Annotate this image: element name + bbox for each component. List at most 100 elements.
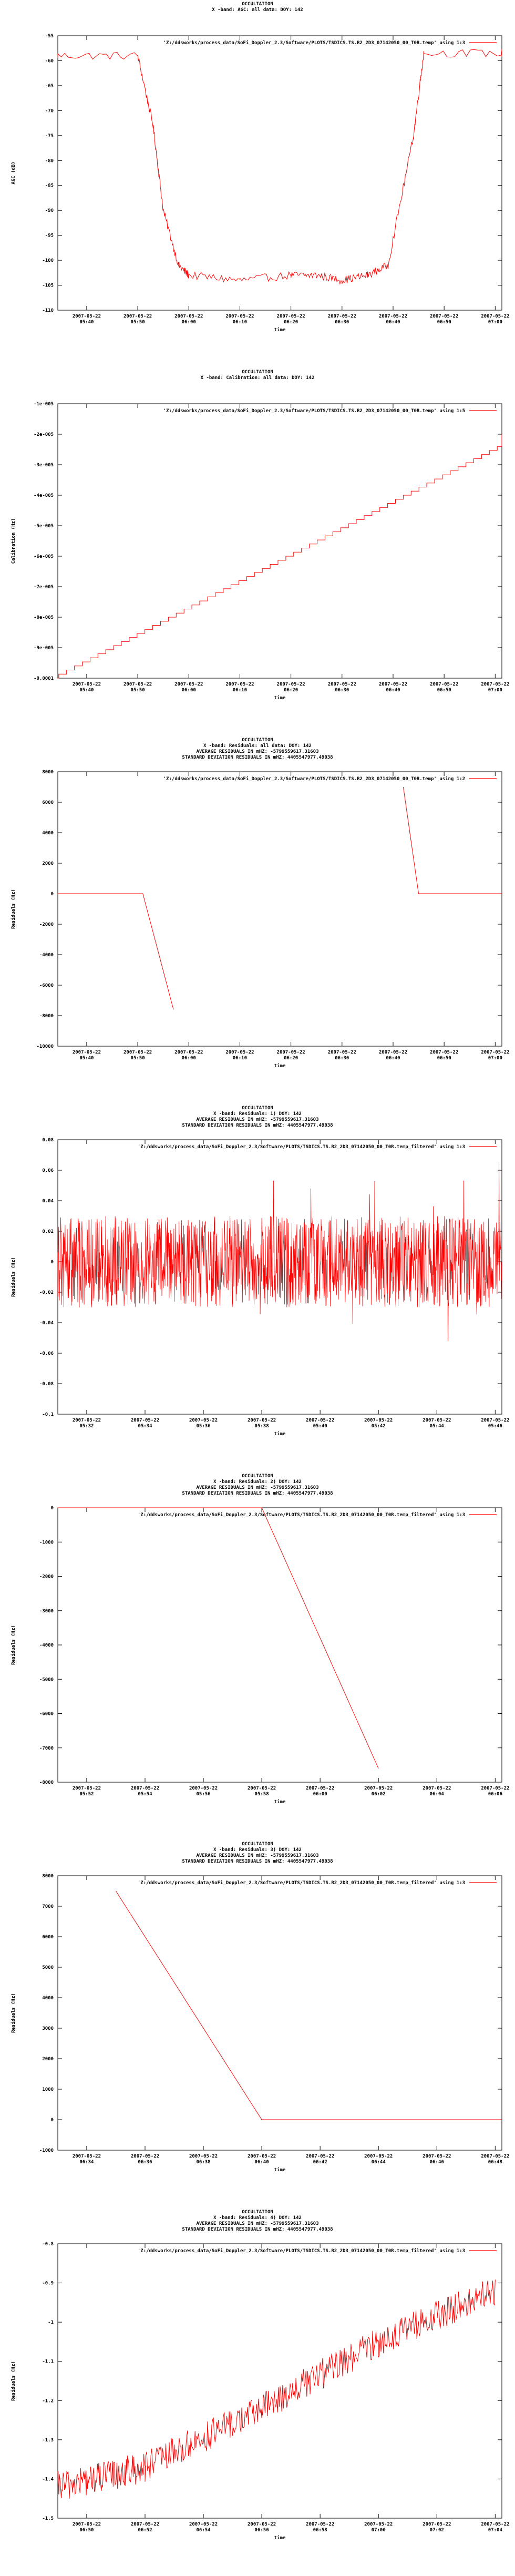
x-tick-label-date: 2007-05-22 xyxy=(423,2154,451,2159)
x-tick-label-time: 05:34 xyxy=(138,1424,152,1429)
x-tick-label-date: 2007-05-22 xyxy=(225,1050,254,1055)
y-axis-label: Calibration (Hz) xyxy=(11,518,16,564)
x-tick-label-date: 2007-05-22 xyxy=(328,682,356,687)
x-tick-label-time: 05:36 xyxy=(196,1424,210,1429)
chart-title-line: STANDARD DEVIATION RESIDUALS IN mHZ: 440… xyxy=(182,1123,333,1128)
y-tick-label: -70 xyxy=(45,108,54,114)
x-tick-label-date: 2007-05-22 xyxy=(123,682,152,687)
chart-title-line: AVERAGE RESIDUALS IN mHZ: -5799559617.31… xyxy=(197,1117,319,1122)
x-tick-label-time: 05:40 xyxy=(313,1424,327,1429)
x-tick-label-time: 06:40 xyxy=(386,688,400,693)
x-tick-label-date: 2007-05-22 xyxy=(379,682,407,687)
series-line xyxy=(57,49,502,285)
y-tick-label: 7000 xyxy=(42,1904,54,1909)
x-tick-label-date: 2007-05-22 xyxy=(189,1786,218,1791)
x-axis-label: time xyxy=(274,1063,286,1069)
x-tick-label-date: 2007-05-22 xyxy=(73,1050,101,1055)
x-tick-label-date: 2007-05-22 xyxy=(277,314,305,319)
chart-title-line: OCCULTATION xyxy=(242,2,273,7)
x-tick-label-date: 2007-05-22 xyxy=(131,2154,159,2159)
x-tick-label-date: 2007-05-22 xyxy=(131,1418,159,1423)
x-tick-label-time: 06:20 xyxy=(284,688,298,693)
x-tick-label-date: 2007-05-22 xyxy=(248,1786,276,1791)
x-tick-label-date: 2007-05-22 xyxy=(364,1786,393,1791)
x-tick-label-time: 05:50 xyxy=(131,320,145,325)
y-tick-label: 3000 xyxy=(42,2026,54,2031)
x-tick-label-date: 2007-05-22 xyxy=(174,1050,203,1055)
chart-title-line: AVERAGE RESIDUALS IN mHZ: -5799559617.31… xyxy=(197,1485,319,1490)
y-tick-label: 0 xyxy=(51,1506,54,1511)
series-segment-line xyxy=(58,893,174,1010)
chart-panel-residuals-all: OCCULTATION X -band: Residuals: all data:… xyxy=(0,736,515,1104)
x-tick-label-date: 2007-05-22 xyxy=(248,2154,276,2159)
y-tick-label: -0.0001 xyxy=(34,676,54,681)
plot-frame xyxy=(57,403,502,679)
x-tick-label-date: 2007-05-22 xyxy=(73,1418,101,1423)
x-tick-label-time: 05:32 xyxy=(79,1424,94,1429)
x-tick-label-date: 2007-05-22 xyxy=(131,2522,159,2527)
y-tick-label: -1.3 xyxy=(42,2438,54,2443)
x-tick-label-date: 2007-05-22 xyxy=(364,1418,393,1423)
y-tick-label: -7000 xyxy=(39,1746,54,1751)
chart-title-line: X -band: Residuals: 4) DOY: 142 xyxy=(213,2215,302,2221)
x-tick-label-time: 06:30 xyxy=(335,1056,349,1061)
x-tick-label-date: 2007-05-22 xyxy=(423,1418,451,1423)
y-tick-label: -2000 xyxy=(39,1575,54,1580)
y-axis-label: AGC (dB) xyxy=(11,161,16,184)
x-tick-label-time: 06:00 xyxy=(182,320,196,325)
x-tick-label-time: 07:00 xyxy=(488,688,502,693)
y-tick-label: 8000 xyxy=(42,770,54,775)
x-tick-label-date: 2007-05-22 xyxy=(423,2522,451,2527)
y-tick-label: 4000 xyxy=(42,1996,54,2001)
x-tick-label-time: 07:04 xyxy=(488,2528,503,2533)
x-tick-label-date: 2007-05-22 xyxy=(225,314,254,319)
chart-title-line: OCCULTATION xyxy=(242,1474,273,1479)
y-tick-label: 6000 xyxy=(42,800,54,805)
y-tick-label: -1e-005 xyxy=(34,402,54,407)
x-tick-label-time: 06:40 xyxy=(386,320,400,325)
x-tick-label-date: 2007-05-22 xyxy=(306,2154,334,2159)
y-tick-label: -0.02 xyxy=(39,1290,54,1295)
x-axis-label: time xyxy=(274,2167,286,2173)
x-tick-label-time: 07:02 xyxy=(430,2528,444,2533)
x-tick-label-date: 2007-05-22 xyxy=(73,1786,101,1791)
x-tick-label-date: 2007-05-22 xyxy=(430,682,458,687)
y-tick-label: 4000 xyxy=(42,831,54,836)
x-tick-label-date: 2007-05-22 xyxy=(277,1050,305,1055)
y-axis-label: Residuals (Hz) xyxy=(11,1257,16,1297)
y-tick-label: -60 xyxy=(45,58,54,64)
x-tick-label-date: 2007-05-22 xyxy=(430,1050,458,1055)
x-tick-label-date: 2007-05-22 xyxy=(123,1050,152,1055)
y-tick-label: -90 xyxy=(45,208,54,213)
x-axis-label: time xyxy=(274,1799,286,1805)
x-axis-label: time xyxy=(274,1431,286,1437)
x-tick-label-date: 2007-05-22 xyxy=(73,314,101,319)
y-tick-label: -95 xyxy=(45,233,54,239)
x-tick-label-time: 06:10 xyxy=(233,688,247,693)
chart-panel-agc: OCCULTATION X -band: AGC: all data: DOY: … xyxy=(0,0,515,368)
x-tick-label-time: 05:46 xyxy=(488,1424,502,1429)
x-tick-label-time: 06:44 xyxy=(372,2160,386,2165)
x-tick-label-date: 2007-05-22 xyxy=(481,1418,509,1423)
y-axis-label: Residuals (Hz) xyxy=(11,889,16,929)
y-tick-label: -1.5 xyxy=(42,2516,54,2521)
y-tick-label: -10000 xyxy=(36,1044,54,1049)
x-tick-label-time: 06:10 xyxy=(233,1056,247,1061)
y-axis-label: Residuals (Hz) xyxy=(11,2361,16,2401)
x-tick-label-date: 2007-05-22 xyxy=(174,314,203,319)
chart-title-line: AVERAGE RESIDUALS IN mHZ: -5799559617.31… xyxy=(197,1853,319,1858)
chart-title-line: X -band: Residuals: all data: DOY: 142 xyxy=(203,743,312,749)
x-tick-label-time: 06:30 xyxy=(335,688,349,693)
chart-panel-calibration: OCCULTATION X -band: Calibration: all dat… xyxy=(0,368,515,736)
chart-title-line: X -band: Residuals: 2) DOY: 142 xyxy=(213,1479,302,1485)
y-axis-label: Residuals (Hz) xyxy=(11,1625,16,1665)
y-tick-label: 0 xyxy=(51,1260,54,1265)
x-tick-label-date: 2007-05-22 xyxy=(248,2522,276,2527)
y-tick-label: -1000 xyxy=(39,2148,54,2153)
y-tick-label: -9e-005 xyxy=(34,646,54,651)
y-tick-label: -110 xyxy=(42,308,54,313)
y-tick-label: 5000 xyxy=(42,1965,54,1970)
chart-title-line: OCCULTATION xyxy=(242,1106,273,1111)
